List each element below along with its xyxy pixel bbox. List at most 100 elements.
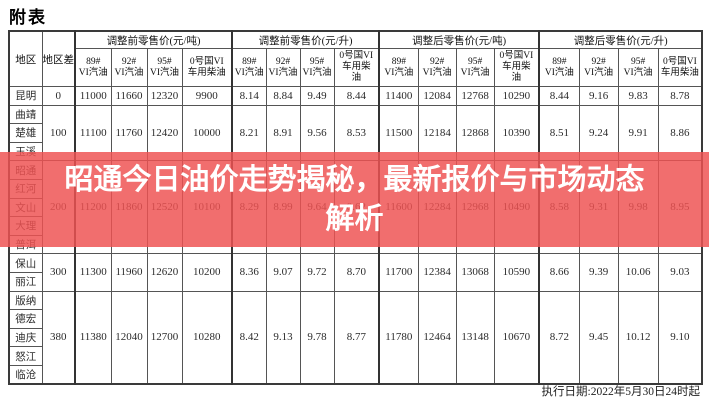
col-header: 0号国VI 车用柴油 — [181, 48, 233, 87]
table-row: 临沧 — [8, 364, 702, 385]
price-cell: 13148 — [455, 290, 495, 385]
region-cell: 怒江 — [8, 346, 43, 366]
price-cell: 8.86 — [657, 104, 703, 162]
price-cell: 8.42 — [231, 290, 267, 385]
price-cell: 12620 — [146, 253, 183, 292]
col-header: 89# VI汽油 — [231, 48, 267, 87]
price-cell: 9.49 — [299, 86, 335, 106]
header-region: 地区 — [8, 30, 43, 87]
region-cell: 版纳 — [8, 290, 43, 311]
header-region-diff: 地区差 — [41, 30, 76, 87]
price-cell: 8.36 — [231, 253, 267, 292]
col-header: 92# VI汽油 — [265, 48, 301, 87]
region-cell: 楚雄 — [8, 123, 43, 143]
price-cell: 10.06 — [617, 253, 659, 292]
price-cell: 9.10 — [657, 290, 703, 385]
col-header: 0号国VI 车用柴油 — [657, 48, 703, 87]
col-header: 0号国VI 车用柴 油 — [333, 48, 380, 87]
price-cell: 11500 — [378, 104, 419, 162]
page-title: 附表 — [9, 8, 47, 27]
group-header-post-ton: 调整后零售价(元/吨) — [378, 30, 540, 49]
price-cell: 10290 — [493, 86, 540, 106]
diff-cell: 380 — [41, 290, 76, 385]
price-cell: 8.77 — [333, 290, 380, 385]
price-cell: 11760 — [110, 104, 148, 162]
price-cell: 11400 — [378, 86, 419, 106]
col-header: 0号国VI 车用柴 油 — [493, 48, 540, 87]
price-cell: 12420 — [146, 104, 183, 162]
region-cell: 丽江 — [8, 271, 43, 292]
price-cell: 8.66 — [538, 253, 580, 292]
price-cell: 9.24 — [578, 104, 619, 162]
price-cell: 9.72 — [299, 253, 335, 292]
price-cell: 9.83 — [617, 86, 659, 106]
price-cell: 9.16 — [578, 86, 619, 106]
col-header: 95# VI汽油 — [455, 48, 495, 87]
diff-cell: 300 — [41, 253, 76, 292]
price-cell: 8.70 — [333, 253, 380, 292]
price-cell: 9.39 — [578, 253, 619, 292]
price-cell: 9900 — [181, 86, 233, 106]
price-cell: 8.44 — [333, 86, 380, 106]
price-cell: 9.56 — [299, 104, 335, 162]
price-cell: 13068 — [455, 253, 495, 292]
group-header-pre-liter: 调整前零售价(元/升) — [231, 30, 380, 49]
price-cell: 8.72 — [538, 290, 580, 385]
price-cell: 12040 — [110, 290, 148, 385]
table-row: 丽江 — [8, 271, 702, 292]
col-header: 95# VI汽油 — [299, 48, 335, 87]
price-cell: 8.78 — [657, 86, 703, 106]
price-cell: 9.13 — [265, 290, 301, 385]
price-cell: 8.44 — [538, 86, 580, 106]
col-header: 89# VI汽油 — [378, 48, 419, 87]
price-cell: 10670 — [493, 290, 540, 385]
table-row: 昆明 0 11000 11660 12320 9900 8.14 8.84 9.… — [8, 86, 703, 106]
price-cell: 9.07 — [265, 253, 301, 292]
headline-banner-overlay: 昭通今日油价走势揭秘，最新报价与市场动态 解析 — [0, 152, 709, 247]
price-cell: 10390 — [493, 104, 540, 162]
price-cell: 11960 — [110, 253, 148, 292]
region-cell: 曲靖 — [8, 104, 43, 125]
col-header: 92# VI汽油 — [417, 48, 457, 87]
table-row: 怒江 — [8, 346, 702, 366]
col-header: 95# VI汽油 — [146, 48, 183, 87]
col-header: 92# VI汽油 — [110, 48, 148, 87]
table-row: 版纳 380 11380 12040 12700 10280 8.42 9.13… — [8, 290, 703, 385]
price-cell: 11660 — [110, 86, 148, 106]
group-header-pre-ton: 调整前零售价(元/吨) — [73, 30, 233, 49]
price-cell: 12768 — [455, 86, 495, 106]
price-cell: 10590 — [493, 253, 540, 292]
price-cell: 9.03 — [657, 253, 703, 292]
price-cell: 10280 — [181, 290, 233, 385]
price-cell: 8.14 — [231, 86, 267, 106]
headline-line-1: 昭通今日油价走势揭秘，最新报价与市场动态 — [64, 163, 645, 196]
table-row: 德宏 — [8, 309, 702, 329]
price-cell: 10200 — [181, 253, 233, 292]
region-cell: 昆明 — [8, 86, 43, 106]
col-header: 89# VI汽油 — [538, 48, 580, 87]
price-cell: 8.51 — [538, 104, 580, 162]
col-header: 89# VI汽油 — [74, 48, 112, 87]
price-cell: 12464 — [417, 290, 457, 385]
execution-date: 执行日期:2022年5月30日24时起 — [541, 386, 700, 398]
price-cell: 12084 — [417, 86, 457, 106]
group-header-post-liter: 调整后零售价(元/升) — [538, 30, 703, 49]
price-cell: 9.78 — [299, 290, 335, 385]
price-cell: 11000 — [74, 86, 112, 106]
price-cell: 11300 — [74, 253, 112, 292]
price-cell: 9.45 — [578, 290, 619, 385]
price-cell: 12700 — [146, 290, 183, 385]
price-cell: 12384 — [417, 253, 457, 292]
table-row: 迪庆 — [8, 327, 702, 348]
price-cell: 8.53 — [333, 104, 380, 162]
price-cell: 10.12 — [617, 290, 659, 385]
col-header: 95# VI汽油 — [617, 48, 659, 87]
region-cell: 迪庆 — [8, 327, 43, 348]
price-cell: 11700 — [378, 253, 419, 292]
headline-line-2: 解析 — [325, 202, 384, 235]
region-cell: 保山 — [8, 253, 43, 273]
price-cell: 12320 — [146, 86, 183, 106]
price-cell: 8.84 — [265, 86, 301, 106]
table-row: 保山 300 11300 11960 12620 10200 8.36 9.07… — [8, 253, 703, 292]
region-cell: 德宏 — [8, 309, 43, 329]
